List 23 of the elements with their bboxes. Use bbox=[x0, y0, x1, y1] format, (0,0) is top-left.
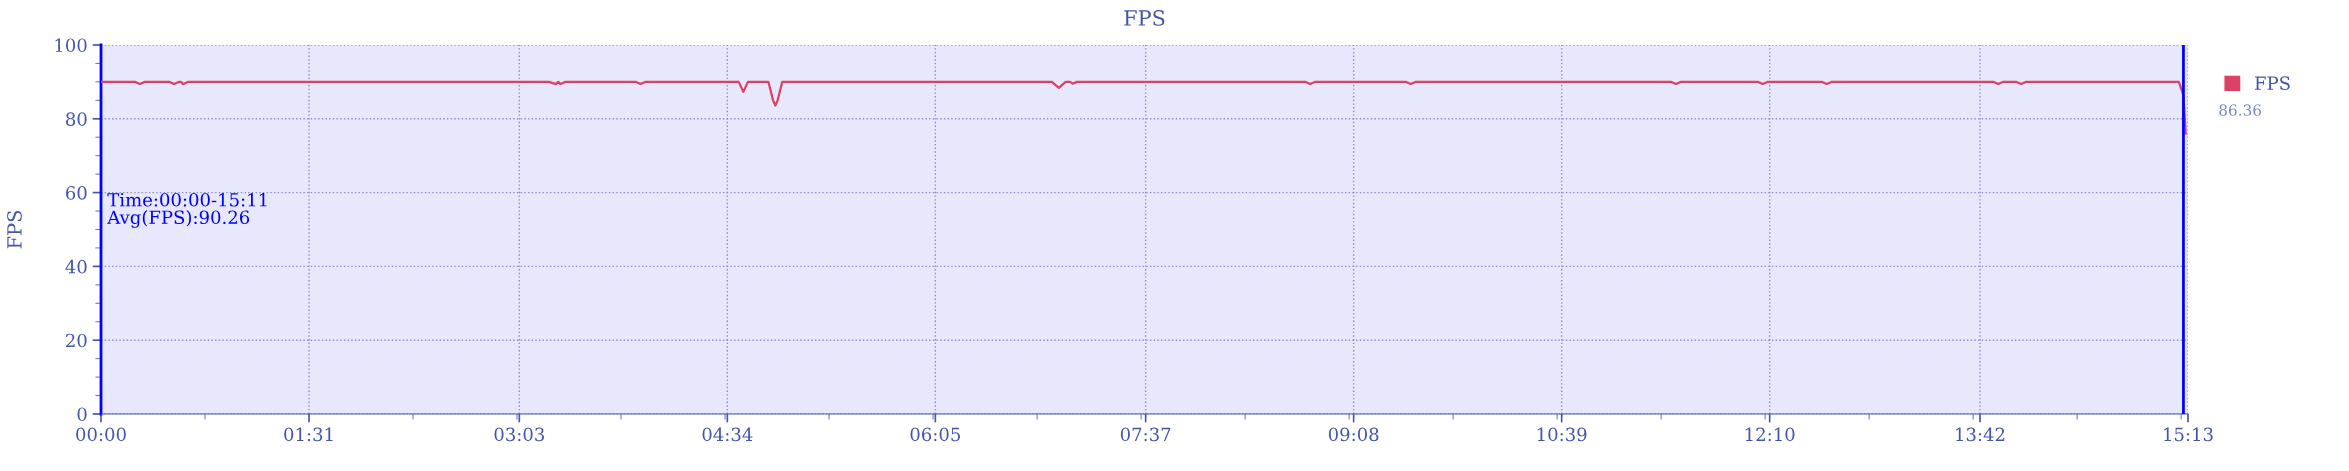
x-tick-label: 04:34 bbox=[702, 427, 753, 442]
x-tick-label: 07:37 bbox=[1120, 427, 1171, 442]
y-tick-label: 0 bbox=[77, 407, 87, 422]
legend-label: FPS bbox=[2255, 76, 2290, 90]
x-tick-label: 13:42 bbox=[1956, 427, 2005, 442]
annotation: Time:00:00-15:11 Avg(FPS):90.26 bbox=[107, 192, 267, 228]
y-tick-label: 100 bbox=[55, 38, 87, 53]
x-tick-label: 03:03 bbox=[494, 427, 544, 442]
text: 86.36 bbox=[2219, 104, 2262, 116]
y-tick-label: 40 bbox=[65, 259, 87, 274]
chart-title: FPS bbox=[1124, 10, 1165, 26]
y-tick-label: 80 bbox=[66, 112, 87, 126]
x-tick-label: 15:13 bbox=[2164, 427, 2213, 442]
x-tick-label: 06:05 bbox=[910, 427, 960, 442]
y-tick-label: 60 bbox=[66, 186, 87, 200]
x-tick-label: 01:31 bbox=[284, 427, 333, 442]
x-tick-label: 09:08 bbox=[1328, 427, 1379, 442]
x-tick-label: 10:39 bbox=[1537, 427, 1587, 442]
y-axis-title: FPS bbox=[7, 210, 22, 249]
x-tick-label: 12:10 bbox=[1745, 427, 1795, 442]
y-tick-label: 20 bbox=[66, 333, 87, 348]
x-tick-label: 00:00 bbox=[76, 427, 126, 442]
line-series bbox=[101, 80, 2187, 135]
